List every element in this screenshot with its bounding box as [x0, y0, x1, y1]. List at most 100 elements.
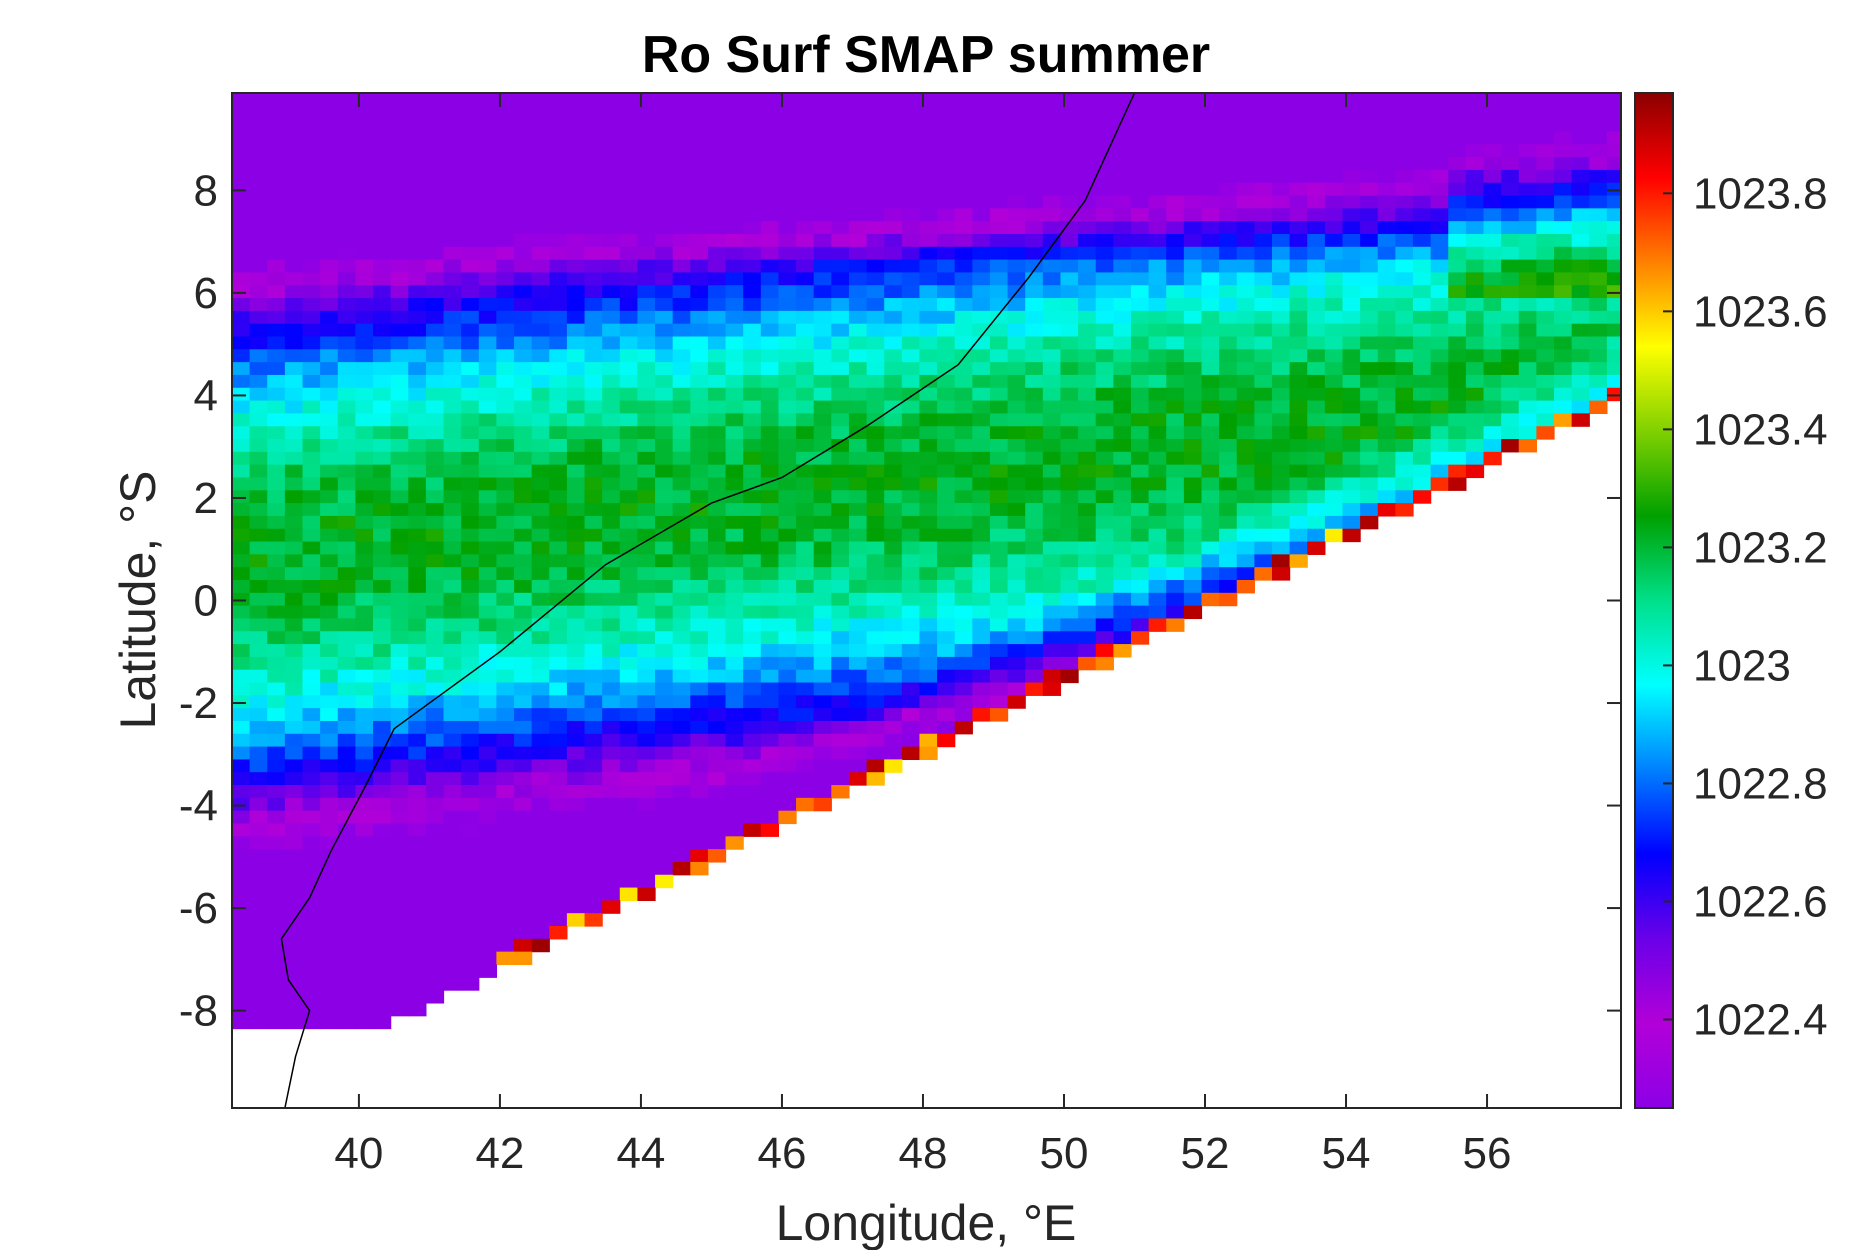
heatmap-cell — [1078, 464, 1097, 479]
heatmap-cell — [249, 644, 268, 658]
heatmap-cell — [884, 451, 903, 466]
heatmap-cell — [514, 451, 533, 466]
heatmap-cell — [478, 810, 498, 825]
heatmap-cell — [337, 362, 356, 376]
heatmap-cell — [390, 362, 409, 376]
heatmap-cell — [320, 387, 339, 402]
heatmap-cell — [1201, 579, 1220, 594]
heatmap-cell — [408, 938, 427, 953]
heatmap-cell — [919, 644, 938, 658]
heatmap-cell — [496, 374, 515, 389]
heatmap-cell — [1201, 105, 1220, 120]
heatmap-cell — [884, 221, 903, 235]
heatmap-cell — [619, 887, 639, 901]
heatmap-cell — [884, 374, 903, 389]
heatmap-cell — [461, 720, 480, 735]
heatmap-cell — [531, 195, 550, 209]
heatmap-cell — [919, 310, 938, 325]
heatmap-cell — [707, 579, 727, 594]
heatmap-cell — [989, 541, 1009, 555]
heatmap-cell — [302, 233, 321, 248]
heatmap-cell — [549, 861, 568, 876]
heatmap-cell — [408, 682, 427, 696]
heatmap-cell — [1395, 400, 1414, 414]
heatmap-cell — [619, 426, 639, 440]
heatmap-cell — [531, 387, 550, 402]
heatmap-cell — [355, 1002, 374, 1017]
heatmap-cell — [1025, 246, 1044, 261]
heatmap-cell — [355, 1015, 374, 1030]
heatmap-cell — [478, 298, 498, 312]
heatmap-cell — [566, 772, 586, 786]
heatmap-cell — [1183, 93, 1203, 107]
heatmap-cell — [637, 195, 656, 209]
heatmap-cell — [496, 490, 515, 504]
heatmap-cell — [1501, 246, 1520, 261]
heatmap-cell — [390, 387, 409, 402]
heatmap-cell — [848, 144, 868, 158]
heatmap-cell — [1201, 374, 1220, 389]
heatmap-cell — [1078, 567, 1097, 581]
heatmap-cell — [1254, 400, 1273, 414]
heatmap-cell — [1219, 298, 1238, 312]
heatmap-cell — [1254, 336, 1273, 350]
heatmap-cell — [1236, 362, 1255, 376]
heatmap-cell — [302, 695, 321, 709]
heatmap-cell — [848, 451, 868, 466]
heatmap-cell — [514, 656, 533, 671]
heatmap-cell — [884, 426, 903, 440]
heatmap-cell — [1183, 451, 1203, 466]
heatmap-cell — [884, 464, 903, 479]
heatmap-cell — [337, 118, 356, 133]
heatmap-cell — [1289, 464, 1308, 479]
heatmap-cell — [1025, 554, 1044, 568]
heatmap-cell — [690, 272, 709, 286]
heatmap-cell — [778, 169, 797, 184]
heatmap-cell — [637, 708, 656, 722]
heatmap-cell — [1095, 451, 1114, 466]
heatmap-cell — [690, 182, 709, 197]
heatmap-cell — [1166, 439, 1185, 453]
heatmap-cell — [1201, 336, 1220, 350]
heatmap-cell — [320, 772, 339, 786]
heatmap-cell — [831, 477, 850, 491]
heatmap-cell — [901, 618, 921, 632]
heatmap-cell — [1448, 285, 1467, 299]
heatmap-cell — [1060, 310, 1079, 325]
heatmap-cell — [584, 849, 603, 863]
heatmap-cell — [884, 336, 903, 350]
heatmap-cell — [1095, 336, 1114, 350]
heatmap-cell — [672, 400, 691, 414]
heatmap-cell — [866, 772, 885, 786]
heatmap-cell — [1324, 182, 1344, 197]
heatmap-cell — [443, 144, 462, 158]
heatmap-cell — [655, 426, 674, 440]
heatmap-cell — [320, 233, 339, 248]
heatmap-cell — [443, 503, 462, 517]
heatmap-cell — [760, 118, 780, 133]
heatmap-cell — [284, 246, 304, 261]
heatmap-cell — [1465, 208, 1485, 222]
heatmap-cell — [302, 772, 321, 786]
heatmap-cell — [514, 208, 533, 222]
heatmap-cell — [1166, 336, 1185, 350]
heatmap-cell — [796, 400, 815, 414]
heatmap-cell — [813, 118, 832, 133]
heatmap-cell — [425, 861, 445, 876]
heatmap-cell — [919, 349, 938, 363]
heatmap-cell — [232, 477, 251, 491]
heatmap-cell — [1342, 362, 1361, 376]
heatmap-cell — [284, 579, 304, 594]
heatmap-cell — [1254, 439, 1273, 453]
heatmap-cell — [1518, 131, 1537, 145]
heatmap-cell — [514, 708, 533, 722]
coastline — [280, 93, 1136, 1108]
heatmap-cell — [778, 477, 797, 491]
heatmap-cell — [1060, 272, 1079, 286]
heatmap-cell — [884, 208, 903, 222]
heatmap-cell — [478, 413, 498, 427]
heatmap-cell — [725, 298, 744, 312]
heatmap-cell — [813, 182, 832, 197]
heatmap-cell — [566, 669, 586, 684]
heatmap-cell — [425, 554, 445, 568]
